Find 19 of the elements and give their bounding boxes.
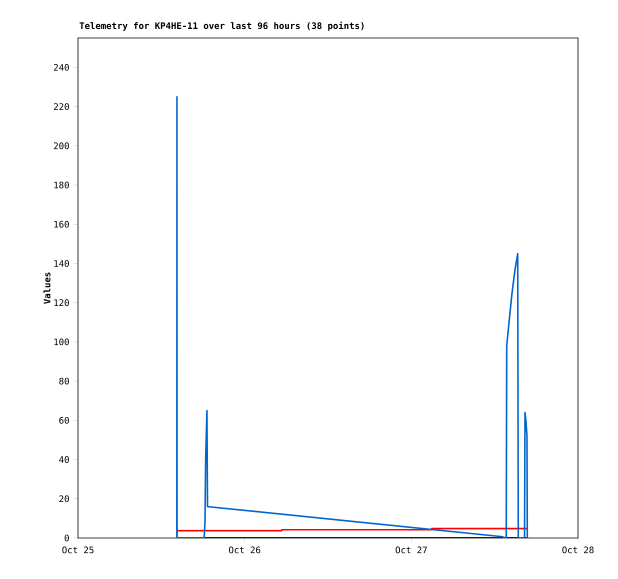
x-tick-label: Oct 26 — [228, 546, 260, 554]
y-tick-label: 60 — [59, 416, 69, 424]
x-tick-label: Oct 28 — [562, 546, 594, 554]
y-tick-label: 240 — [54, 64, 69, 71]
y-tick-label: 200 — [54, 142, 69, 150]
y-tick-label: 20 — [59, 495, 69, 502]
y-tick-label: 80 — [59, 378, 69, 385]
y-tick-label: 140 — [54, 260, 69, 267]
y-axis-title: Values — [44, 272, 50, 304]
y-tick-label: 180 — [54, 182, 69, 188]
y-tick-label: 220 — [54, 103, 69, 110]
x-tick-label: Oct 25 — [62, 546, 94, 554]
y-tick-label: 120 — [54, 299, 69, 306]
x-tick-label: Oct 27 — [396, 546, 427, 554]
y-tick-label: 40 — [59, 456, 69, 463]
y-tick-label: 100 — [54, 338, 69, 346]
y-tick-label: 160 — [54, 220, 69, 228]
y-tick-label: 0 — [64, 534, 69, 542]
chart-title: Telemetry for KP4HE-11 over last 96 hours (38 points) — [80, 22, 364, 31]
